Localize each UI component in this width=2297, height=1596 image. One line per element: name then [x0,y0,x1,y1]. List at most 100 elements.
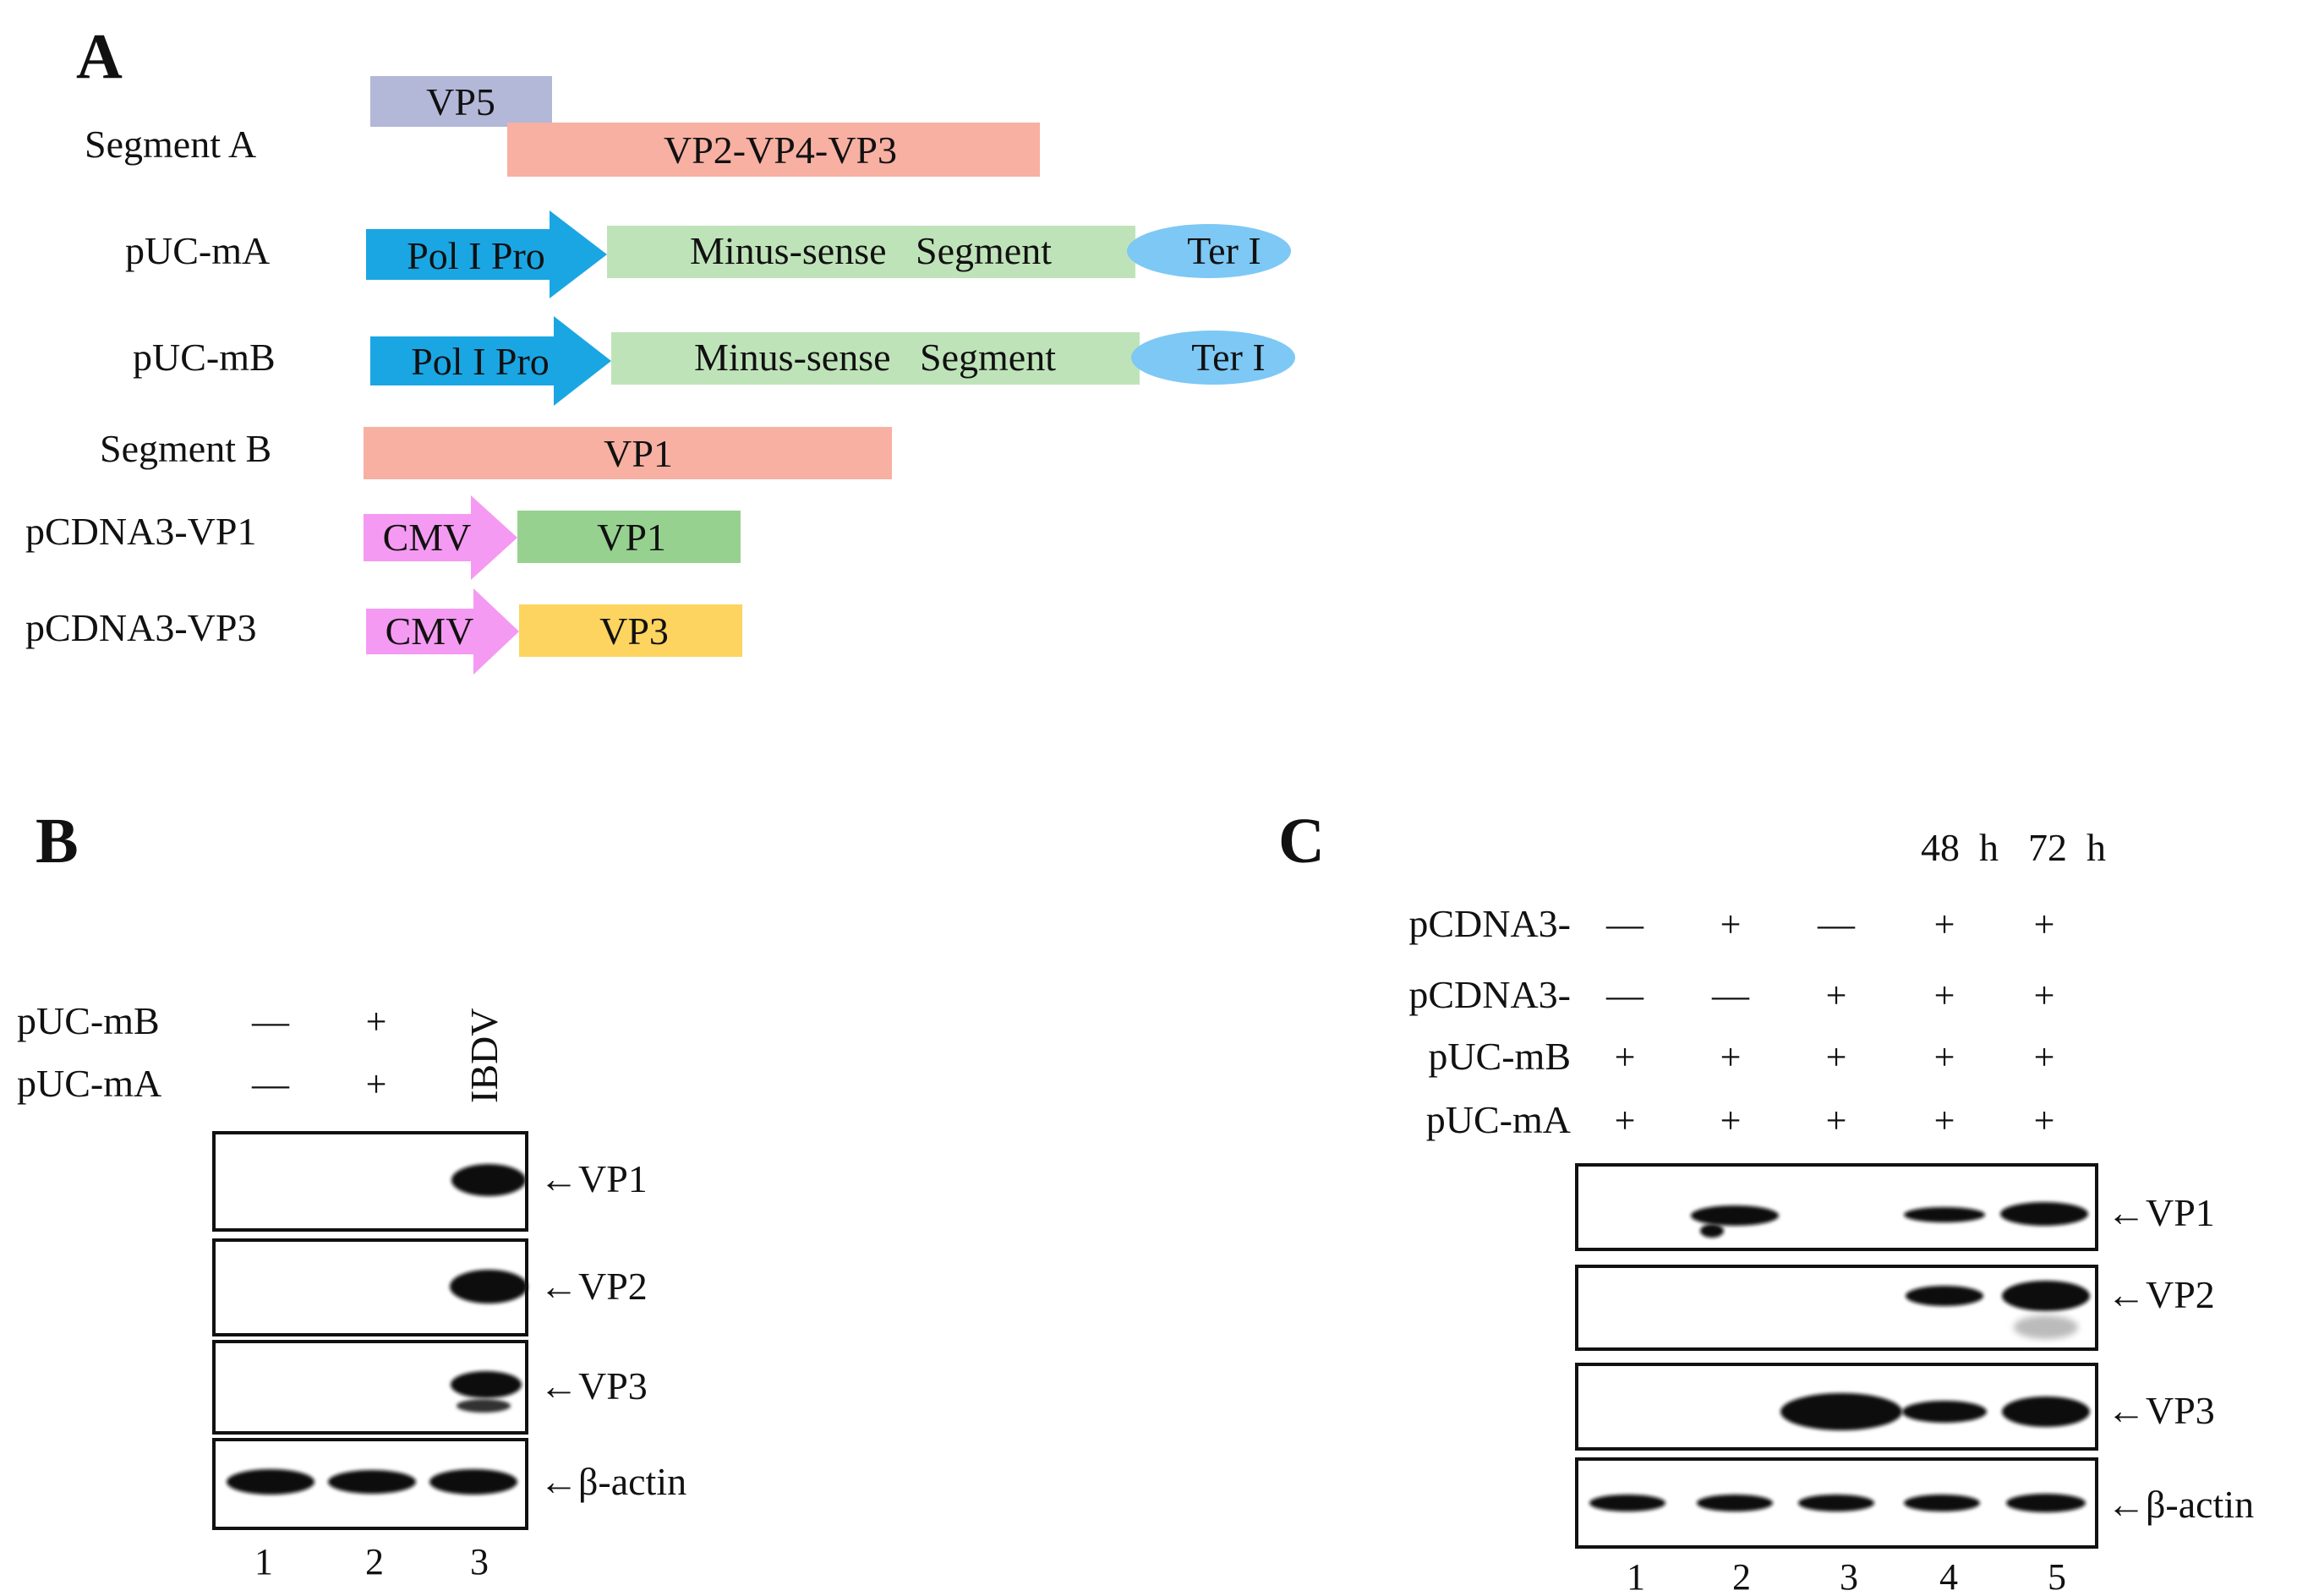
b-row-label-puc-mb: pUC-mB [17,999,160,1042]
polyprotein-text: VP2-VP4-VP3 [664,128,897,172]
pcdna3-vp1-cmv-text: CMV [383,516,472,559]
c-lane5-mark-row1: + [2034,904,2055,945]
b-lane3-ibdv-label: IBDV [462,1008,506,1103]
panel-c-label: C [1278,806,1325,877]
c-lane-number-3: 3 [1840,1556,1858,1596]
c-lane3-mark-row4: + [1826,1100,1847,1141]
panel-a-label: A [76,21,123,92]
b-band-actin-lane2 [328,1470,416,1494]
c-band-vp3-lane5 [2002,1396,2090,1427]
c-lane4-mark-row4: + [1934,1100,1955,1141]
b-blot-label-vp3: ←VP3 [539,1364,648,1407]
puc-ma-terminator [1127,224,1291,278]
b-band-actin-lane1 [227,1469,314,1495]
c-blot-label-vp3: ←VP3 [2107,1389,2215,1432]
puc-mb-segment-text: Minus-sense Segment [694,336,1056,379]
c-band-vp2-lane5 [2002,1281,2090,1311]
c-band-vp3-lane4 [1902,1401,1987,1423]
c-lane3-mark-row3: + [1826,1036,1847,1078]
c-lane-number-2: 2 [1732,1556,1751,1596]
c-lane5-mark-row4: + [2034,1100,2055,1141]
c-row-label-pcdna3-2: pCDNA3- [1408,973,1571,1016]
c-band-vp1-lane2-smear [1700,1224,1724,1238]
c-band-vp2-lane4 [1906,1286,1983,1306]
b-band-vp2-lane3 [450,1270,528,1304]
c-lane5-mark-row2: + [2034,975,2055,1016]
c-row-label-puc-ma: pUC-mA [1426,1098,1571,1141]
puc-ma-label: pUC-mA [125,229,270,272]
puc-mb-segment-bar [611,332,1140,385]
b-band-actin-lane3 [429,1469,517,1495]
puc-mb-promoter-text: Pol I Pro [411,340,550,383]
segment-b-vp1-text: VP1 [604,432,673,475]
c-band-actin-lane3 [1798,1495,1874,1511]
segment-a-label: Segment A [85,123,256,166]
c-lane2-mark-row3: + [1720,1036,1742,1078]
vp5-text: VP5 [426,80,495,123]
c-row-label-puc-mb: pUC-mB [1428,1035,1571,1078]
b-lane-number-1: 1 [254,1541,273,1582]
c-blot-vp2 [1575,1265,2098,1351]
c-blot-label-vp2: ←VP2 [2107,1273,2215,1316]
c-lane-number-5: 5 [2048,1556,2066,1596]
vp5-bar [370,76,552,127]
c-lane2-mark-row2: — [1711,975,1750,1016]
c-lane5-mark-row3: + [2034,1036,2055,1078]
b-band-vp3-lane3 [451,1371,522,1398]
b-lane1-mark-puc-mb: — [251,1001,290,1042]
c-lane-number-4: 4 [1939,1556,1958,1596]
pcdna3-vp1-cmv-arrow [364,495,517,580]
pcdna3-vp1-gene-text: VP1 [597,516,666,559]
c-lane-number-1: 1 [1627,1556,1645,1596]
c-time-label-72h: 72 h [2028,826,2106,869]
c-band-vp1-lane4 [1904,1207,1985,1222]
pcdna3-vp3-gene-bar [519,604,742,657]
pcdna3-vp3-gene-text: VP3 [599,609,669,653]
b-lane2-mark-puc-ma: + [366,1063,387,1105]
c-lane4-mark-row1: + [1934,904,1955,945]
b-blot-label-vp1: ←VP1 [539,1157,648,1200]
pcdna3-vp1-gene-bar [517,511,741,563]
c-band-actin-lane2 [1697,1495,1773,1511]
c-lane4-mark-row2: + [1934,975,1955,1016]
c-lane1-mark-row4: + [1615,1100,1636,1141]
c-time-label-48h: 48 h [1921,826,1999,869]
c-band-actin-lane1 [1589,1495,1665,1511]
c-lane2-mark-row4: + [1720,1100,1742,1141]
b-lane2-mark-puc-mb: + [366,1001,387,1042]
c-band-vp2-lane5-smear [2014,1315,2078,1339]
panel-a: A Segment A VP5 VP2-VP4-VP3 pUC-mA Pol I… [25,21,1295,675]
puc-ma-segment-bar [607,226,1135,278]
segment-b-label: Segment B [100,427,271,470]
c-lane4-mark-row3: + [1934,1036,1955,1078]
puc-mb-promoter-arrow [370,316,611,406]
c-lane3-mark-row2: + [1826,975,1847,1016]
panel-b: B pUC-mB pUC-mA — — + + IBDV ←VP1 ←VP2 ←… [17,806,686,1582]
c-lane1-mark-row1: — [1605,904,1644,945]
c-blot-label-actin: ←β-actin [2107,1483,2254,1526]
panel-c: C 48 h 72 h pCDNA3- pCDNA3- pUC-mB pUC-m… [1278,806,2254,1596]
panel-b-label: B [36,806,79,877]
c-row-label-pcdna3-1: pCDNA3- [1408,902,1571,945]
c-band-vp1-lane2 [1691,1205,1779,1226]
pcdna3-vp1-label: pCDNA3-VP1 [25,510,256,553]
c-lane3-mark-row1: — [1817,904,1856,945]
b-band-vp1-lane3 [451,1164,526,1196]
puc-ma-terminator-text: Ter I [1187,229,1261,272]
pcdna3-vp3-label: pCDNA3-VP3 [25,606,256,649]
c-lane1-mark-row3: + [1615,1036,1636,1078]
b-blot-label-actin: ←β-actin [539,1460,686,1503]
b-blot-label-vp2: ←VP2 [539,1265,648,1308]
puc-ma-promoter-arrow [366,210,607,298]
b-lane-number-3: 3 [470,1541,489,1582]
c-lane1-mark-row2: — [1605,975,1644,1016]
puc-ma-promoter-text: Pol I Pro [407,234,545,277]
puc-ma-segment-text: Minus-sense Segment [690,229,1052,272]
c-band-actin-lane4 [1904,1495,1980,1511]
puc-mb-label: pUC-mB [133,336,276,379]
c-band-vp1-lane5 [2000,1202,2088,1226]
puc-mb-terminator-text: Ter I [1191,336,1265,379]
c-lane2-mark-row1: + [1720,904,1742,945]
pcdna3-vp3-cmv-text: CMV [386,609,474,653]
